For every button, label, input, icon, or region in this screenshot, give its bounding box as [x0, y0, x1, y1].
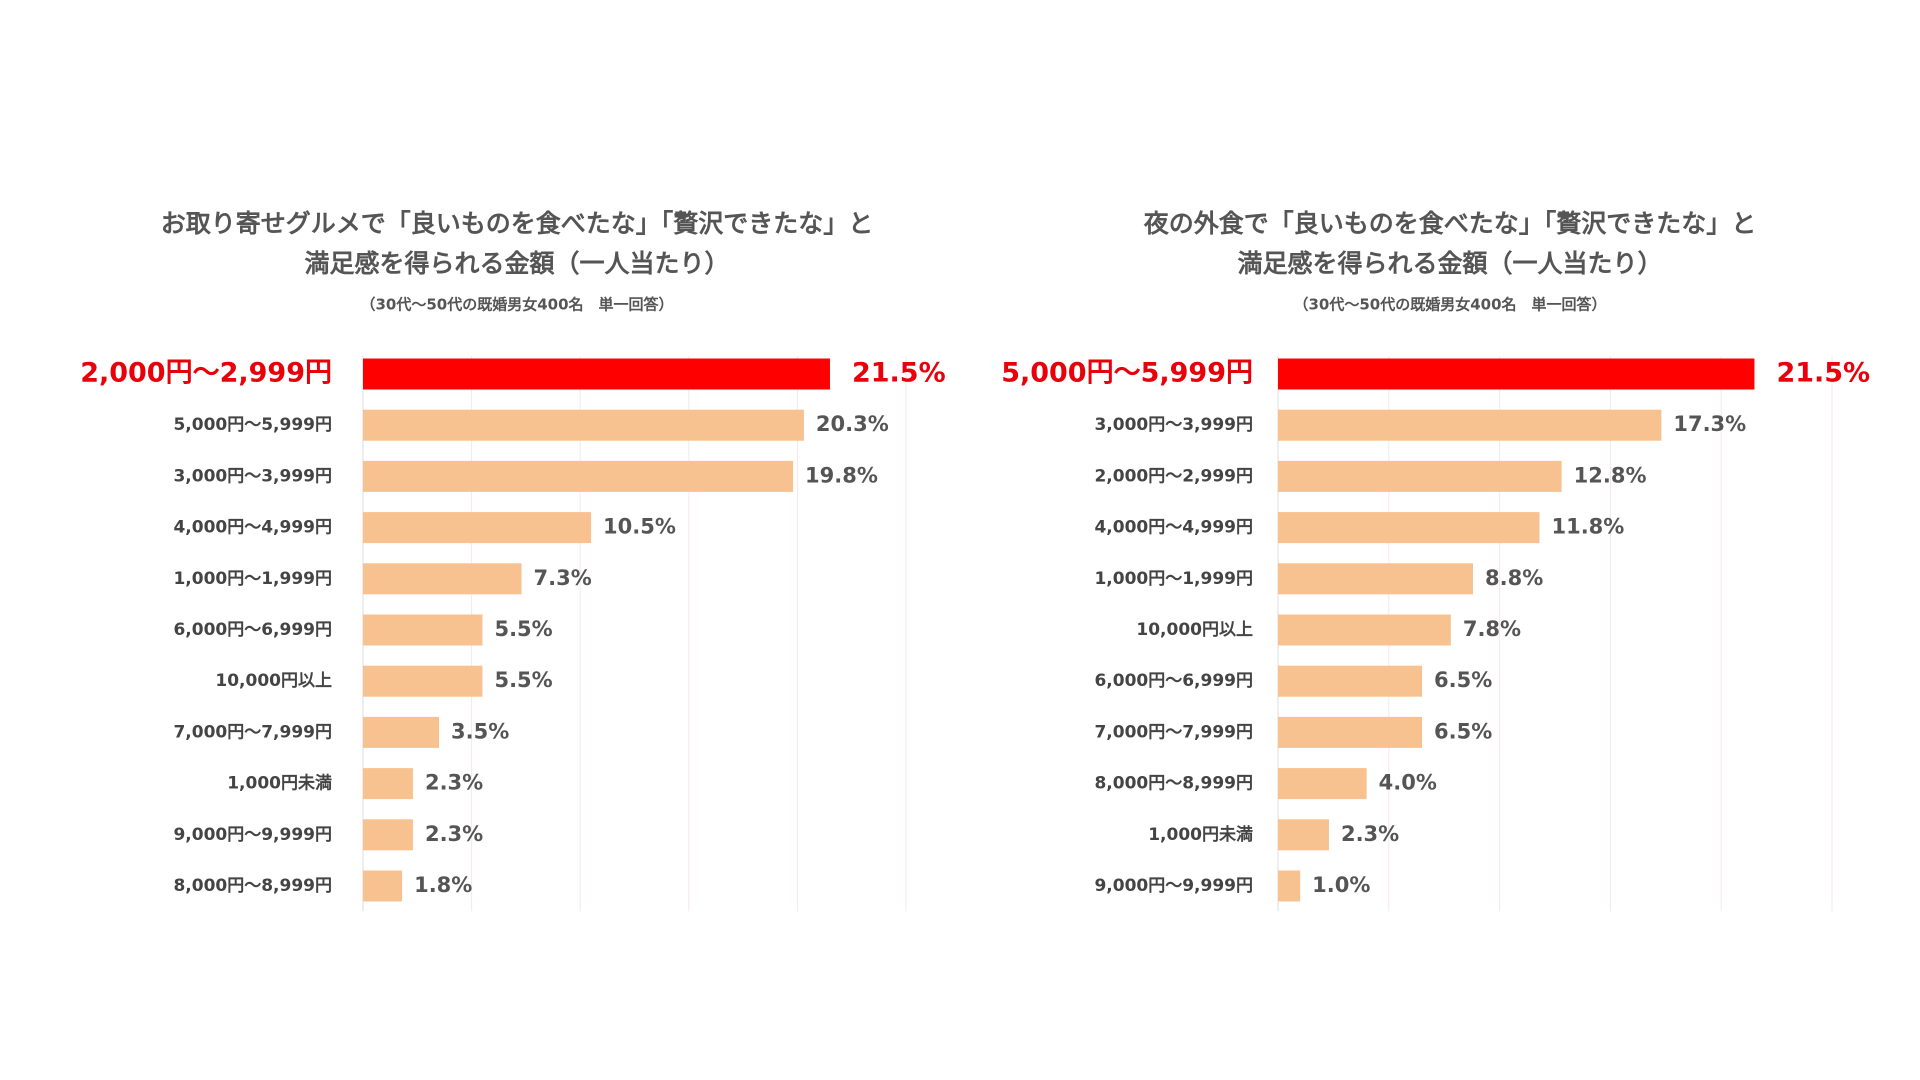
value-label: 11.8% — [1551, 515, 1624, 539]
category-label: 1,000円〜1,999円 — [173, 569, 332, 589]
bar — [363, 819, 413, 851]
value-label: 3.5% — [451, 719, 509, 743]
category-label: 2,000円〜2,999円 — [1094, 466, 1253, 486]
category-label: 3,000円〜3,999円 — [1094, 415, 1253, 435]
chart-subtitle: （30代〜50代の既婚男女400名 単一回答） — [360, 296, 673, 314]
value-label: 17.3% — [1673, 412, 1746, 436]
bar — [363, 614, 483, 646]
category-label: 4,000円〜4,999円 — [173, 518, 332, 538]
bar — [363, 563, 522, 595]
category-label: 6,000円〜6,999円 — [173, 620, 332, 640]
category-label: 5,000円〜5,999円 — [1001, 358, 1253, 389]
bar — [363, 460, 794, 492]
bar — [1278, 409, 1662, 441]
value-label: 1.8% — [414, 873, 472, 897]
category-label: 10,000円以上 — [215, 671, 332, 691]
value-label: 21.5% — [1776, 358, 1870, 389]
bar — [363, 512, 592, 544]
chart-subtitle: （30代〜50代の既婚男女400名 単一回答） — [1293, 296, 1606, 314]
category-label: 8,000円〜8,999円 — [1094, 774, 1253, 794]
value-label: 1.0% — [1312, 873, 1370, 897]
chart-title: 満足感を得られる金額（一人当たり） — [1237, 249, 1662, 278]
category-label: 4,000円〜4,999円 — [1094, 518, 1253, 538]
value-label: 10.5% — [603, 515, 676, 539]
category-label: 3,000円〜3,999円 — [173, 466, 332, 486]
value-label: 7.3% — [534, 566, 592, 590]
category-label: 2,000円〜2,999円 — [80, 358, 332, 389]
value-label: 2.3% — [425, 771, 483, 795]
value-label: 6.5% — [1434, 719, 1492, 743]
bar — [1278, 870, 1301, 902]
value-label: 2.3% — [1341, 822, 1399, 846]
value-label: 5.5% — [494, 668, 552, 692]
chart-title: 夜の外食で「良いものを食べたな」「贅沢できたな」と — [1143, 209, 1757, 238]
bar — [1278, 665, 1423, 697]
chart-title: お取り寄せグルメで「良いものを食べたな」「贅沢できたな」と — [161, 209, 874, 238]
value-label: 5.5% — [494, 617, 552, 641]
bar — [1278, 460, 1562, 492]
bar — [363, 665, 483, 697]
bar — [1278, 716, 1423, 748]
value-label: 7.8% — [1463, 617, 1521, 641]
value-label: 6.5% — [1434, 668, 1492, 692]
chart-title: 満足感を得られる金額（一人当たり） — [304, 249, 729, 278]
category-label: 6,000円〜6,999円 — [1094, 671, 1253, 691]
bar — [1278, 563, 1474, 595]
value-label: 19.8% — [805, 463, 878, 487]
category-label: 1,000円未満 — [227, 773, 332, 794]
category-label: 10,000円以上 — [1136, 620, 1253, 640]
category-label: 9,000円〜9,999円 — [173, 825, 332, 845]
bar — [363, 358, 830, 390]
bar — [363, 870, 403, 902]
bar — [1278, 512, 1540, 544]
bar — [363, 409, 804, 441]
bar — [1278, 768, 1367, 800]
category-label: 7,000円〜7,999円 — [173, 722, 332, 742]
bar — [363, 716, 440, 748]
value-label: 12.8% — [1574, 463, 1647, 487]
category-label: 8,000円〜8,999円 — [173, 876, 332, 896]
value-label: 20.3% — [816, 412, 889, 436]
bar — [1278, 819, 1329, 851]
value-label: 2.3% — [425, 822, 483, 846]
category-label: 5,000円〜5,999円 — [173, 415, 332, 435]
bar — [1278, 614, 1451, 646]
category-label: 7,000円〜7,999円 — [1094, 722, 1253, 742]
value-label: 8.8% — [1485, 566, 1543, 590]
category-label: 1,000円未満 — [1148, 824, 1253, 845]
value-label: 4.0% — [1379, 771, 1437, 795]
value-label: 21.5% — [852, 358, 946, 389]
category-label: 9,000円〜9,999円 — [1094, 876, 1253, 896]
category-label: 1,000円〜1,999円 — [1094, 569, 1253, 589]
bar — [1278, 358, 1755, 390]
bar — [363, 768, 413, 800]
